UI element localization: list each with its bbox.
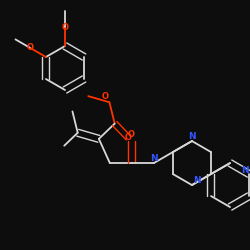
Text: N: N — [193, 176, 201, 184]
Text: N: N — [241, 166, 249, 174]
Text: O: O — [26, 43, 33, 52]
Text: N: N — [188, 132, 196, 140]
Text: O: O — [62, 23, 68, 32]
Text: O: O — [124, 132, 131, 141]
Text: O: O — [102, 92, 109, 101]
Text: O: O — [128, 130, 135, 139]
Text: N: N — [150, 154, 158, 162]
